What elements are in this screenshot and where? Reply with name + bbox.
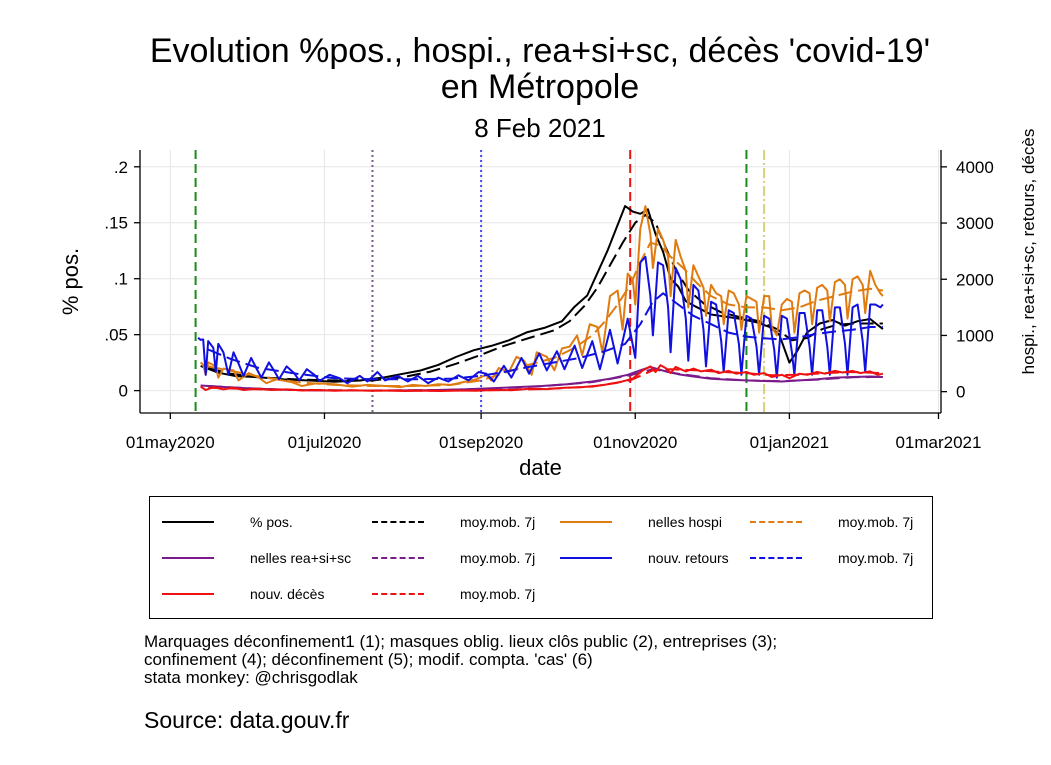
y-left-tick-label: .2 — [114, 158, 128, 177]
series-line-4 — [208, 241, 884, 387]
x-tick-label: 01may2020 — [126, 433, 215, 452]
legend-label: moy.mob. 7j — [460, 514, 536, 530]
legend-swatch — [372, 521, 424, 523]
legend-swatch — [162, 557, 214, 559]
chart-title: Evolution %pos., hospi., rea+si+sc, décè… — [149, 32, 931, 70]
series-line-10 — [208, 368, 883, 392]
legend-label: moy.mob. 7j — [460, 586, 536, 602]
y-right-tick-label: 1000 — [956, 326, 994, 345]
legend-label: % pos. — [250, 514, 293, 530]
y-left-tick-label: .05 — [104, 326, 128, 345]
legend-label: nelles rea+si+sc — [250, 550, 352, 566]
legend-swatch — [750, 557, 802, 559]
y-right-tick-label: 3000 — [956, 214, 994, 233]
legend-label: moy.mob. 7j — [838, 550, 914, 566]
x-axis-title: date — [519, 455, 562, 480]
x-tick-label: 01sep2020 — [439, 433, 523, 452]
y-left-tick-label: .1 — [114, 270, 128, 289]
legend-label: moy.mob. 7j — [460, 550, 536, 566]
y-left-axis-title: % pos. — [58, 248, 83, 315]
x-tick-label: 01jan2021 — [750, 433, 829, 452]
legend-label: nouv. décès — [250, 586, 325, 602]
chart-legend: % pos. moy.mob. 7j nelles hospi moy.mob. 7j… — [149, 496, 933, 619]
legend-label: nouv. retours — [648, 550, 729, 566]
legend-swatch — [372, 593, 424, 595]
notes-line-2: confinement (4); déconfinement (5); modi… — [144, 650, 593, 669]
y-right-tick-label: 0 — [956, 383, 965, 402]
x-tick-label: 01mar2021 — [895, 433, 981, 452]
y-left-tick-label: 0 — [119, 382, 128, 401]
x-tick-label: 01nov2020 — [593, 433, 677, 452]
legend-swatch — [372, 557, 424, 559]
legend-swatch — [162, 593, 214, 595]
source-note: Source: data.gouv.fr — [144, 707, 350, 733]
legend-label: nelles hospi — [648, 514, 722, 530]
chart-title-line2: en Métropole — [440, 68, 640, 106]
notes-line-1: Marquages déconfinement1 (1); masques ob… — [144, 632, 778, 651]
legend-label: moy.mob. 7j — [838, 514, 914, 530]
legend-swatch — [162, 521, 214, 523]
y-left-tick-label: .15 — [104, 214, 128, 233]
series-line-1 — [200, 205, 884, 383]
y-right-axis-title: hospi., rea+si+sc, retours, décès — [1019, 129, 1038, 375]
legend-swatch — [560, 557, 612, 559]
series-line-8 — [207, 292, 883, 381]
series-line-7 — [197, 255, 884, 385]
legend-swatch — [560, 521, 612, 523]
notes-line-3: stata monkey: @chrisgodlak — [144, 668, 358, 687]
chart-notes: Marquages déconfinement1 (1); masques ob… — [144, 633, 777, 687]
y-right-tick-label: 2000 — [956, 270, 994, 289]
chart-subtitle: 8 Feb 2021 — [474, 113, 606, 143]
y-right-tick-label: 4000 — [956, 158, 994, 177]
legend-swatch — [750, 521, 802, 523]
x-tick-label: 01jul2020 — [288, 433, 362, 452]
